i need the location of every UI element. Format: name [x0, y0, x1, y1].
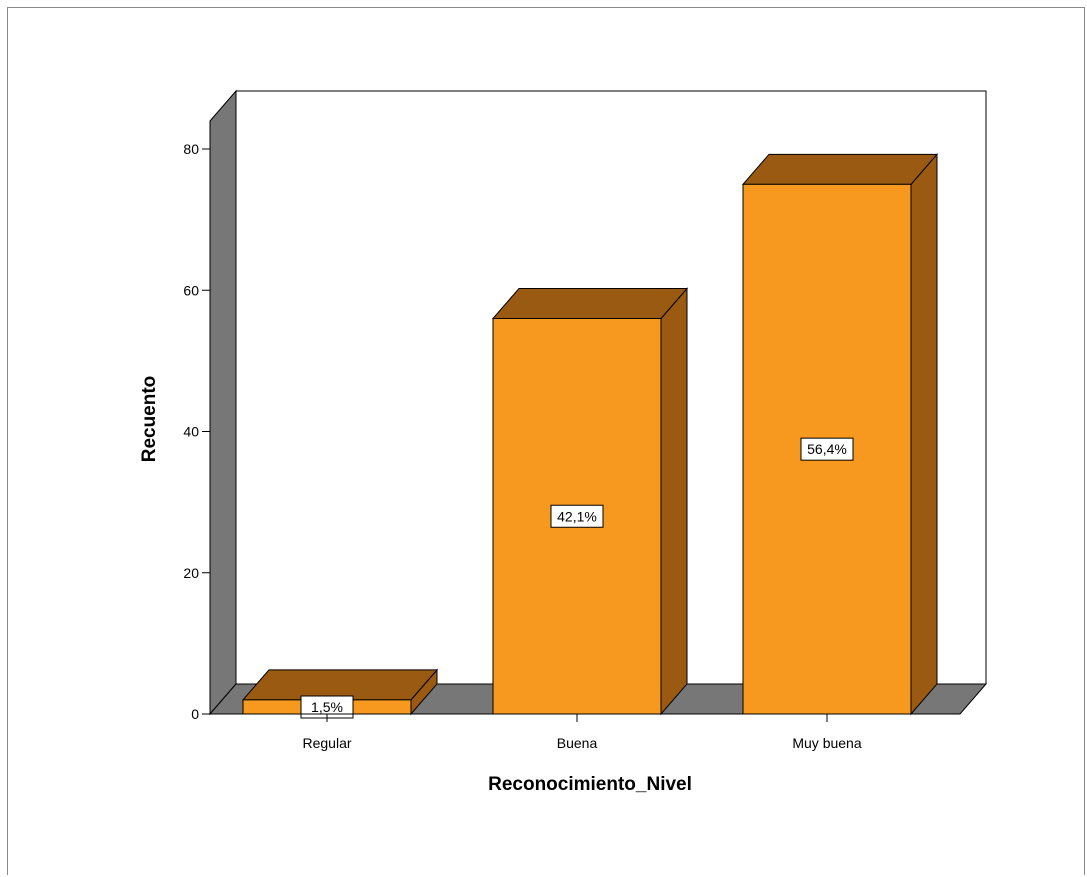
x-tick-label: Regular: [302, 735, 351, 751]
x-tick-label: Muy buena: [792, 735, 861, 751]
x-tick-label: Buena: [557, 735, 598, 751]
bar-side: [660, 287, 688, 716]
data-label-box: [550, 504, 604, 528]
bar-top: [741, 153, 939, 185]
y-axis-title: Recuento: [139, 376, 160, 463]
bar: 42,1%: [491, 287, 689, 716]
bar: 56,4%: [741, 152, 939, 716]
y-tick-label: 0: [191, 706, 199, 722]
bar: 1,5%: [241, 668, 439, 719]
bar-side: [910, 152, 938, 716]
data-label-box: [800, 437, 854, 461]
x-axis-title: Reconocimiento_Nivel: [488, 774, 692, 795]
y-axis: 0 20 40 60 80: [183, 121, 211, 722]
bars-group: 1,5% 42,1% 56,4%: [241, 152, 939, 719]
data-label: 56,4%: [807, 441, 847, 457]
y-tick-label: 20: [183, 565, 199, 581]
side-wall: [209, 89, 237, 716]
data-label: 1,5%: [311, 699, 343, 715]
y-tick-label: 60: [183, 282, 199, 298]
bar-top: [241, 669, 439, 701]
y-tick-label: 80: [183, 141, 199, 157]
data-label: 42,1%: [557, 508, 597, 524]
x-axis: Regular Buena Muy buena: [210, 713, 960, 751]
y-tick-label: 40: [183, 424, 199, 440]
bar-top: [491, 288, 689, 319]
